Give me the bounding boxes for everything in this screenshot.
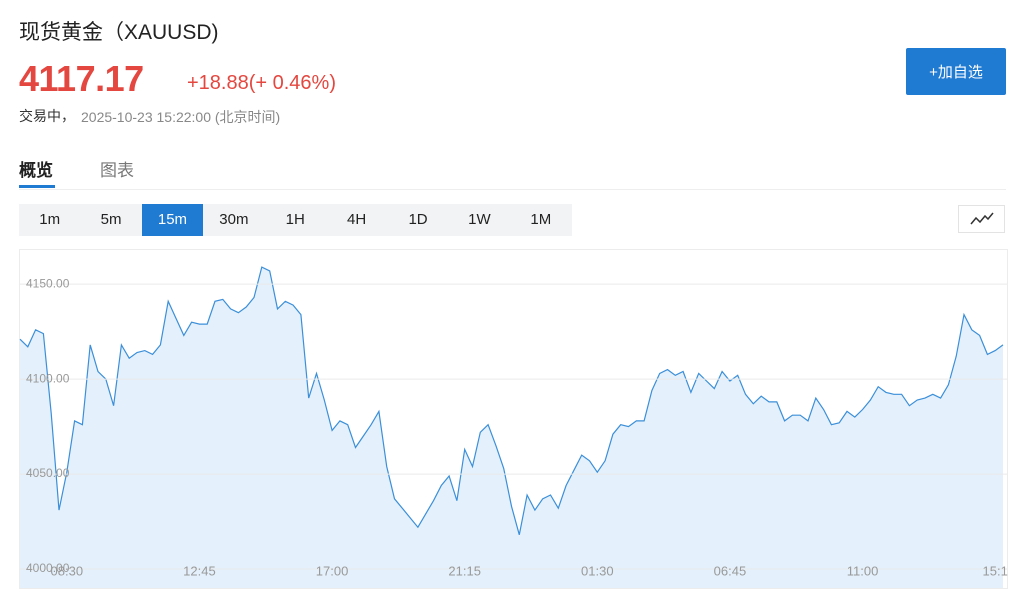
last-price: 4117.17: [19, 58, 144, 99]
tab-divider: [19, 189, 1006, 190]
chart-type-button[interactable]: [958, 205, 1005, 233]
timestamp: 2025-10-23 15:22:00 (北京时间): [81, 109, 281, 125]
price-line: [19, 266, 1004, 535]
add-watchlist-button[interactable]: +加自选: [906, 48, 1006, 95]
interval-button[interactable]: 15m: [141, 204, 204, 236]
interval-button[interactable]: 5m: [100, 211, 122, 228]
interval-button[interactable]: 1D: [408, 211, 428, 228]
x-tick-label: 21:15: [448, 563, 481, 578]
x-tick-label: 12:45: [183, 563, 216, 578]
area-fill: [20, 267, 1003, 588]
active-tab-indicator: [19, 185, 55, 188]
change-percent: (+ 0.46%): [248, 72, 336, 94]
y-tick-label: 4150.00: [26, 276, 70, 290]
x-tick-label: 15:1: [983, 563, 1008, 578]
chart-type-icon: [970, 212, 994, 225]
x-tick-label: 11:00: [847, 563, 879, 578]
y-tick-label: 4000.00: [26, 561, 70, 575]
x-tick-label: 08:30: [51, 563, 84, 578]
trading-status: 交易中，: [19, 108, 75, 124]
y-tick-label: 4050.00: [26, 466, 70, 480]
interval-button[interactable]: 1m: [39, 211, 61, 228]
price-change: +18.88(+ 0.46%): [187, 72, 336, 95]
interval-bar: 1m 5m 15m 30m 1H 4H 1D 1W 1M: [19, 204, 572, 236]
interval-button[interactable]: 1M: [530, 211, 552, 228]
interval-button[interactable]: 30m: [219, 211, 249, 228]
tab[interactable]: 概览: [19, 161, 53, 180]
x-tick-label: 06:45: [714, 563, 747, 578]
x-tick-label: 01:30: [581, 563, 614, 578]
x-tick-label: 17:00: [316, 563, 349, 578]
change-value: +18.88: [187, 72, 249, 94]
instrument-title: 现货黄金（XAUUSD): [19, 21, 219, 44]
interval-button[interactable]: 1H: [285, 211, 305, 228]
y-tick-label: 4100.00: [26, 371, 70, 385]
interval-button[interactable]: 4H: [347, 211, 367, 228]
chart-frame: [19, 249, 1008, 589]
interval-button[interactable]: 1W: [468, 211, 491, 228]
tab[interactable]: 图表: [100, 161, 134, 180]
